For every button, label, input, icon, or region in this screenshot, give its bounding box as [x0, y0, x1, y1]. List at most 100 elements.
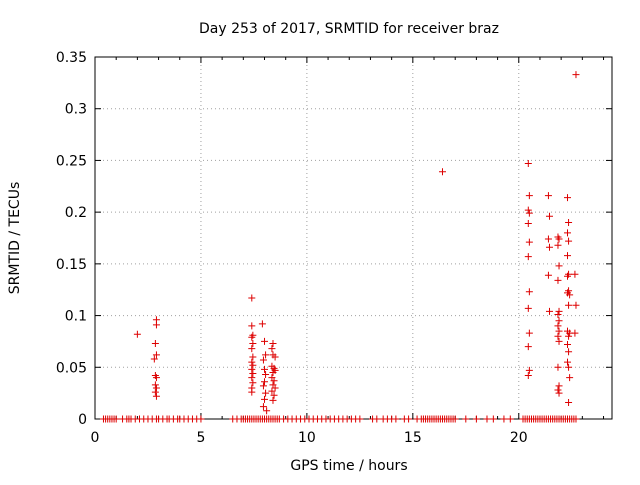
y-tick-label: 0.35 [56, 50, 87, 66]
data-point-zero [472, 415, 480, 423]
data-point [249, 353, 257, 361]
data-point [565, 218, 573, 226]
data-point [554, 322, 562, 330]
data-point [565, 363, 573, 371]
data-point-zero [392, 415, 400, 423]
data-point [565, 398, 573, 406]
y-tick-label: 0.15 [56, 257, 87, 273]
data-point [268, 345, 276, 353]
y-tick-label: 0.25 [56, 153, 87, 169]
data-point-zero [356, 415, 364, 423]
data-point [152, 321, 160, 329]
data-point [259, 356, 267, 364]
data-point [525, 209, 533, 217]
data-point [564, 194, 572, 202]
y-tick-label: 0 [78, 412, 87, 428]
data-point [270, 391, 278, 399]
data-point [262, 351, 270, 359]
data-point [524, 206, 532, 214]
data-point [555, 317, 563, 325]
data-point [524, 343, 532, 351]
data-point [524, 372, 532, 380]
data-point-zero [500, 415, 508, 423]
data-point-zero [112, 415, 120, 423]
data-point [572, 71, 580, 79]
data-point [525, 288, 533, 296]
data-point [262, 371, 270, 379]
data-point [565, 332, 573, 340]
data-point [261, 337, 269, 345]
data-point [249, 379, 257, 387]
y-tick-label: 0.2 [65, 205, 87, 221]
data-point [152, 351, 160, 359]
data-point [151, 381, 159, 389]
data-point [248, 365, 256, 373]
data-point [261, 365, 269, 373]
data-point [555, 337, 563, 345]
data-point [263, 407, 271, 415]
y-axis-label: SRMTID / TECUs [7, 182, 23, 295]
data-point [555, 382, 563, 390]
data-point [150, 355, 158, 363]
data-point [259, 403, 267, 411]
data-point-zero [405, 415, 413, 423]
data-point [269, 368, 277, 376]
data-point [555, 389, 563, 397]
data-point [571, 329, 579, 337]
data-point [270, 377, 278, 385]
data-point [555, 327, 563, 335]
data-point [545, 212, 553, 220]
data-point [571, 270, 579, 278]
data-point [554, 311, 562, 319]
x-tick-label: 0 [91, 430, 100, 446]
data-point [554, 386, 562, 394]
data-point [564, 358, 572, 366]
data-point-zero [451, 415, 459, 423]
data-point [248, 358, 256, 366]
data-point [151, 388, 159, 396]
data-point [262, 389, 270, 397]
y-tick-label: 0.05 [56, 360, 87, 376]
x-tick-label: 20 [510, 430, 528, 446]
data-point [554, 241, 562, 249]
data-point-zero [197, 415, 205, 423]
tick-layer: 0 5 10 15 20 0 0.05 0.1 0.15 0.2 0.25 0.3 0.35 [56, 50, 612, 446]
data-point [566, 374, 574, 382]
data-point-zero [462, 415, 470, 423]
data-point-zero [483, 415, 491, 423]
data-point [572, 301, 580, 309]
x-tick-label: 10 [298, 430, 316, 446]
data-point [524, 304, 532, 312]
data-point [555, 262, 563, 270]
data-point [566, 291, 574, 299]
data-point [524, 220, 532, 228]
data-point [249, 361, 257, 369]
data-point [525, 192, 533, 200]
data-point [269, 396, 277, 404]
x-tick-label: 5 [196, 430, 205, 446]
x-tick-label: 15 [404, 430, 422, 446]
data-point [248, 345, 256, 353]
data-point [554, 332, 562, 340]
plot-frame [94, 56, 613, 420]
data-point [261, 378, 269, 386]
data-point [554, 276, 562, 284]
data-point [524, 160, 532, 168]
data-point [564, 272, 572, 280]
data-point [564, 229, 572, 237]
data-point [248, 374, 256, 382]
data-point [565, 348, 573, 356]
data-point [555, 307, 563, 315]
data-point [248, 294, 256, 302]
data-point [544, 192, 552, 200]
data-point [248, 388, 256, 396]
data-point [249, 369, 257, 377]
data-point [259, 382, 267, 390]
data-point [525, 329, 533, 337]
point-layer [99, 71, 580, 423]
data-point [525, 366, 533, 374]
data-point [268, 387, 276, 395]
data-point [565, 237, 573, 245]
